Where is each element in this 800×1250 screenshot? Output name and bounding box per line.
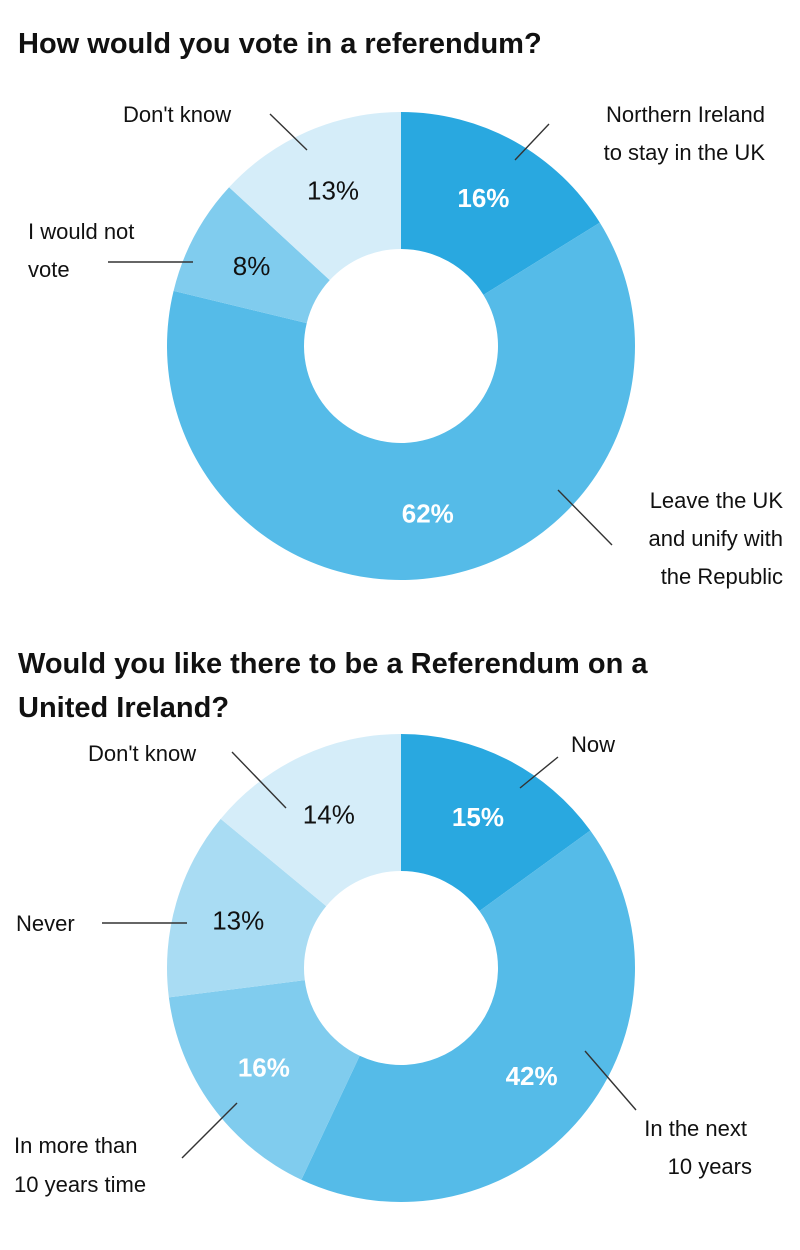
category-label: 10 years [668,1154,752,1179]
data-label: 16% [238,1053,290,1083]
category-label: I would not [28,219,134,244]
data-label: 13% [307,176,359,206]
donut-slice [229,112,401,281]
donut-slice [167,818,327,998]
leader-line [584,1050,637,1111]
donut-slice [401,112,600,295]
donut-slice [168,980,360,1180]
donut-slice [220,734,401,907]
category-label: and unify with [648,526,783,551]
leader-line [231,751,287,809]
data-label: 42% [506,1061,558,1091]
category-label: Don't know [123,102,231,127]
leader-line [269,113,308,151]
data-label: 16% [457,183,509,213]
category-label: Don't know [88,741,196,766]
data-label: 62% [402,498,454,528]
category-label: In the next [644,1116,747,1141]
donut-chart-referendum-timing: 15% Now 42% In the next 10 years 16% In more t… [14,732,752,1202]
category-label: Leave the UK [650,488,784,513]
category-label: Never [16,911,75,936]
leader-line [519,756,559,789]
donut-chart-vote: 16% Northern Ireland to stay in the UK 62% L… [28,102,784,589]
leader-line [557,489,613,546]
data-label: 14% [303,800,355,830]
leader-line [181,1102,238,1159]
chart-title-vote: How would you vote in a referendum? [18,28,542,60]
data-label: 15% [452,802,504,832]
category-label: the Republic [661,564,783,589]
category-label: to stay in the UK [604,140,766,165]
data-label: 8% [233,251,271,281]
category-label: vote [28,257,70,282]
donut-slice [401,734,591,911]
donut-slice [301,830,636,1202]
data-label: 13% [212,906,264,936]
category-label: Northern Ireland [606,102,765,127]
category-label: 10 years time [14,1172,146,1197]
donut-slice [166,222,636,581]
category-label: In more than [14,1133,138,1158]
donut-slice [173,187,330,324]
chart-title-referendum-timing: Would you like there to be a Referendum … [18,648,648,724]
category-label: Now [571,732,615,757]
leader-line [514,123,550,161]
